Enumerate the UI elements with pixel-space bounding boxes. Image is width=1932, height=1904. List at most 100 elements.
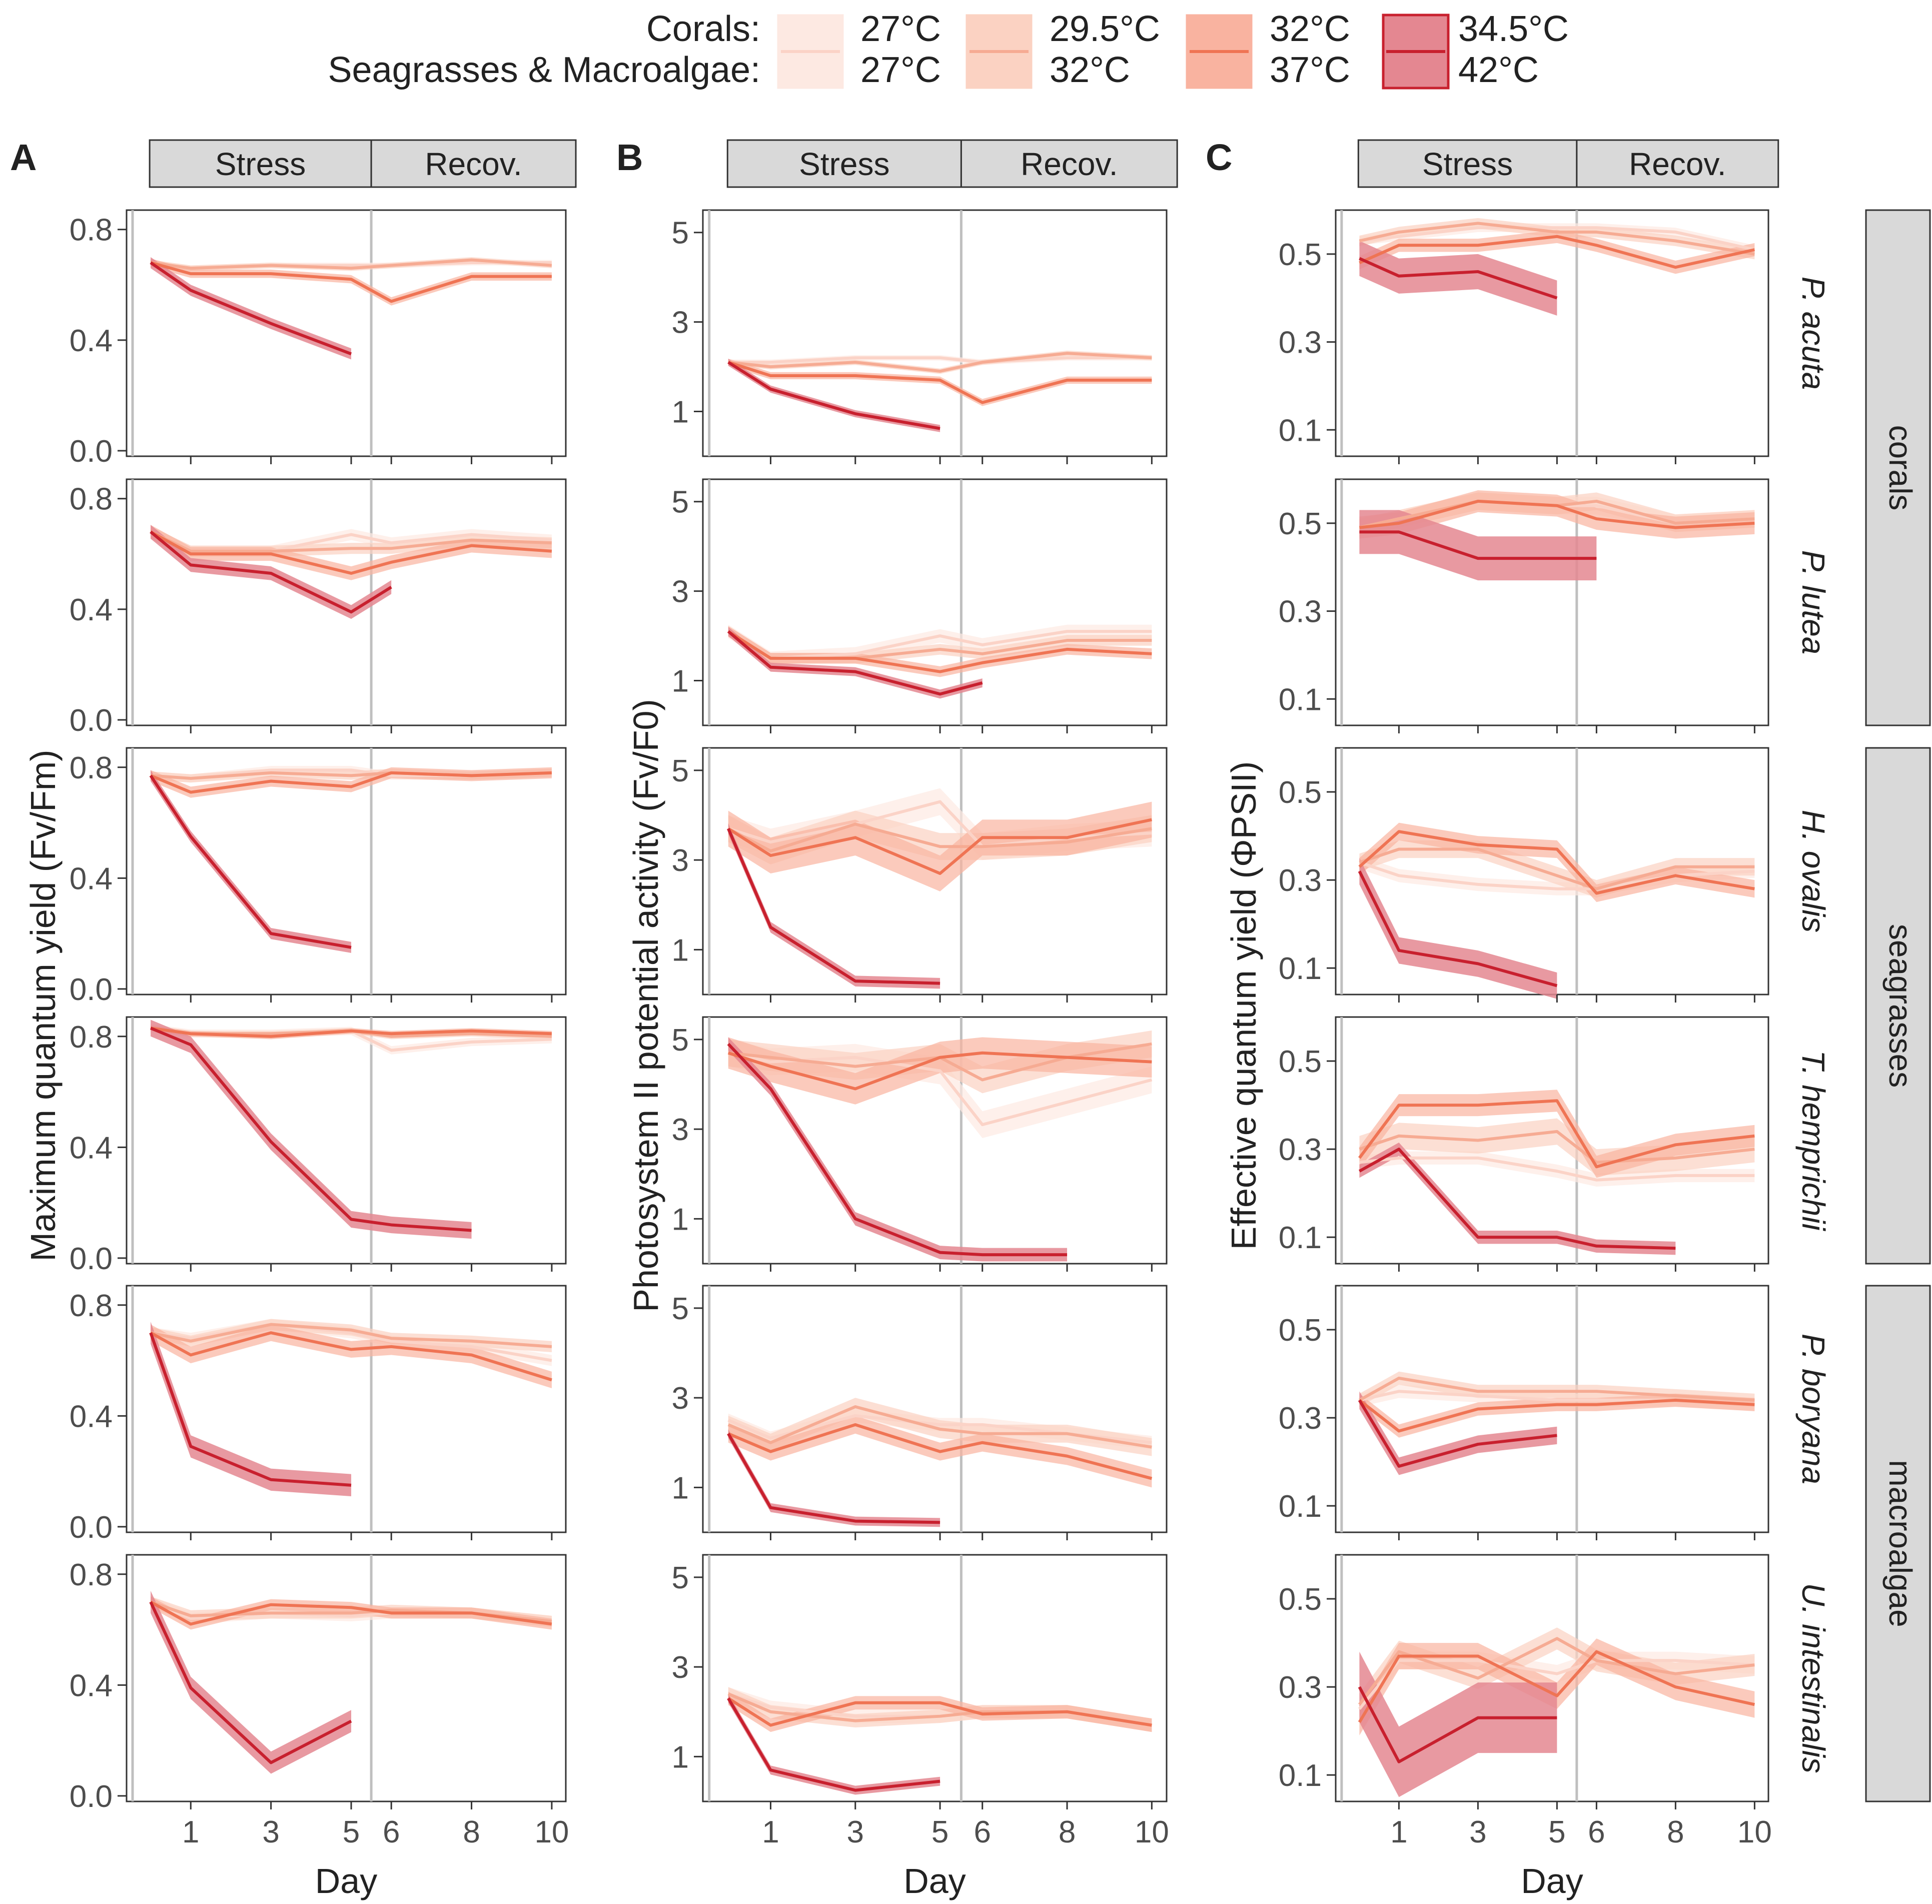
facet-border [126, 478, 567, 726]
series-line-3 [727, 1043, 1068, 1257]
x-tick-label: 6 [1588, 1815, 1605, 1849]
group-strip-label-2: macroalgae [1882, 1460, 1918, 1627]
y-tick-label: 0.4 [70, 593, 113, 627]
series-line-2 [727, 818, 1152, 875]
y-tick-label: 1 [672, 395, 689, 430]
facet-C-3: 0.1 0.3 0.5 T. hemprichii [1279, 1016, 1831, 1272]
strip-recovery [960, 139, 1178, 188]
ci-band-series-2 [1359, 1393, 1755, 1438]
series-line-3 [727, 1433, 940, 1524]
y-tick-label: 0.5 [1279, 1582, 1322, 1617]
ci-band-series-2 [151, 1324, 552, 1388]
y-tick-label: 0.0 [70, 973, 113, 1007]
y-tick-label: 0.8 [70, 213, 113, 248]
x-tick-label: 8 [463, 1815, 480, 1849]
strip-stress-label: Stress [1422, 146, 1513, 182]
y-tick-label: 0.1 [1279, 1221, 1322, 1255]
y-tick-label: 0.4 [70, 1131, 113, 1165]
y-tick-label: 0.4 [70, 861, 113, 896]
group-strip-0 [1865, 209, 1931, 726]
ci-band-series-1 [1359, 218, 1755, 260]
series-line-1 [727, 822, 1152, 853]
series-line-2 [1358, 830, 1755, 895]
series-line-3 [149, 1332, 352, 1487]
series-line-3 [1358, 1686, 1557, 1763]
strip-recovery-label: Recov. [425, 146, 522, 182]
ci-band-series-3 [151, 1591, 352, 1774]
legend-label-other-0: 27°C [860, 50, 941, 90]
ci-band-series-3 [151, 1322, 352, 1496]
group-strip-label-0: corals [1882, 425, 1918, 511]
x-tick-label: 5 [343, 1815, 360, 1849]
y-tick-label: 0.3 [1279, 863, 1322, 898]
group-strip-1 [1865, 747, 1931, 1265]
series-line-2 [727, 1423, 1153, 1480]
facet-A-1: 0.0 0.4 0.8 [70, 478, 567, 738]
y-tick-label: 0.1 [1279, 951, 1322, 986]
series-line-3 [727, 1697, 940, 1792]
series-line-2 [727, 1697, 1152, 1727]
y-tick-label: 0.3 [1279, 595, 1322, 629]
series-line-3 [150, 530, 392, 614]
ci-band-series-1 [1359, 840, 1755, 898]
species-label: P. boryana [1795, 1334, 1831, 1484]
ci-band-series-2 [728, 1691, 1152, 1732]
y-tick-label: 0.0 [70, 1779, 113, 1814]
series-line-2 [150, 1600, 552, 1626]
species-label: H. ovalis [1795, 810, 1831, 932]
series-line-3 [727, 630, 983, 696]
strip-stress [1357, 139, 1578, 188]
x-tick-label: 1 [182, 1815, 199, 1849]
series-line-1 [150, 1323, 552, 1348]
x-tick-label: 8 [1667, 1815, 1684, 1849]
panel-A: A Stress Recov. Maximum quantum yield (Fv/F… [10, 137, 577, 1900]
ci-band-series-1 [1359, 1627, 1755, 1716]
y-tick-label: 0.4 [70, 1668, 113, 1703]
series-line-2 [1358, 1398, 1755, 1433]
series-line-0 [1359, 1156, 1755, 1182]
series-line-2 [150, 530, 552, 575]
y-tick-label: 0.8 [70, 1020, 113, 1055]
panel-C: C Stress Recov. Effective quantum yield (ΦP… [1206, 137, 1831, 1900]
x-axis-title: Day [903, 1861, 965, 1900]
ci-band-series-1 [728, 1398, 1152, 1456]
series-line-1 [1358, 1376, 1755, 1402]
y-axis-title: Effective quantum yield (ΦPSII) [1224, 761, 1263, 1250]
facet-A-4: 0.0 0.4 0.8 [70, 1285, 567, 1545]
ci-band-series-3 [1359, 858, 1557, 999]
x-tick-label: 3 [262, 1815, 279, 1849]
x-tick-label: 3 [1469, 1815, 1486, 1849]
ci-band-series-2 [1359, 1090, 1755, 1178]
species-label: P. acuta [1795, 277, 1831, 390]
panels: A Stress Recov. Maximum quantum yield (Fv/F… [10, 137, 1831, 1900]
y-tick-label: 0.1 [1279, 1489, 1322, 1524]
y-tick-label: 0.3 [1279, 326, 1322, 360]
species-label: U. intestinalis [1795, 1583, 1831, 1773]
legend-label-coral-1: 29.5°C [1050, 9, 1160, 49]
y-tick-label: 1 [672, 933, 689, 968]
y-tick-label: 0.0 [70, 1242, 113, 1276]
legend-label-coral-2: 32°C [1270, 9, 1350, 49]
facet-B-1: 1 3 5 [672, 478, 1168, 733]
y-tick-label: 0.1 [1279, 1758, 1322, 1793]
series-line-1 [1359, 222, 1755, 256]
facet-B-4: 1 3 5 [672, 1285, 1168, 1540]
legend-label-coral-0: 27°C [860, 9, 941, 49]
y-tick-label: 0.1 [1279, 682, 1322, 717]
series-line-2 [150, 771, 552, 794]
y-tick-label: 0.8 [70, 751, 113, 785]
series-line-1 [1359, 1130, 1755, 1164]
facet-A-3: 0.0 0.4 0.8 [70, 1016, 567, 1276]
y-tick-label: 1 [672, 1740, 689, 1774]
y-tick-label: 5 [672, 1561, 689, 1595]
ci-band-series-2 [151, 258, 552, 306]
strip-recovery [1576, 139, 1779, 188]
y-tick-label: 1 [672, 664, 689, 699]
ci-band-series-3 [1359, 510, 1597, 581]
x-tick-label: 10 [1135, 1815, 1169, 1849]
y-tick-label: 5 [672, 1023, 689, 1058]
series-line-2 [1358, 1099, 1755, 1169]
strip-stress [726, 139, 962, 188]
panel-letter-C: C [1206, 137, 1232, 178]
series-line-3 [149, 1601, 352, 1764]
